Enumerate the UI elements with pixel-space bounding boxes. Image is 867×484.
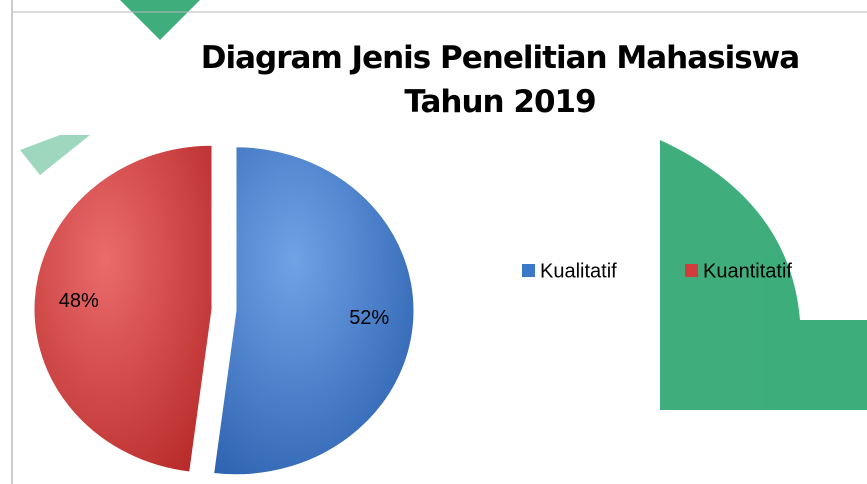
legend-label: Kuantitatif bbox=[703, 260, 792, 282]
legend-label: Kualitatif bbox=[540, 260, 617, 282]
pie-slice bbox=[33, 144, 213, 473]
legend-swatch bbox=[522, 264, 535, 277]
legend: Kualitatif Kuantitatif bbox=[522, 260, 792, 282]
pie-slice bbox=[213, 146, 415, 476]
data-label: 52% bbox=[349, 307, 389, 329]
data-label: 48% bbox=[59, 290, 99, 312]
pie: 52% 48% bbox=[33, 144, 415, 476]
background-decoration bbox=[20, 0, 867, 410]
legend-swatch bbox=[685, 264, 698, 277]
chart-title: Diagram Jenis Penelitian Mahasiswa Tahun… bbox=[200, 40, 800, 120]
